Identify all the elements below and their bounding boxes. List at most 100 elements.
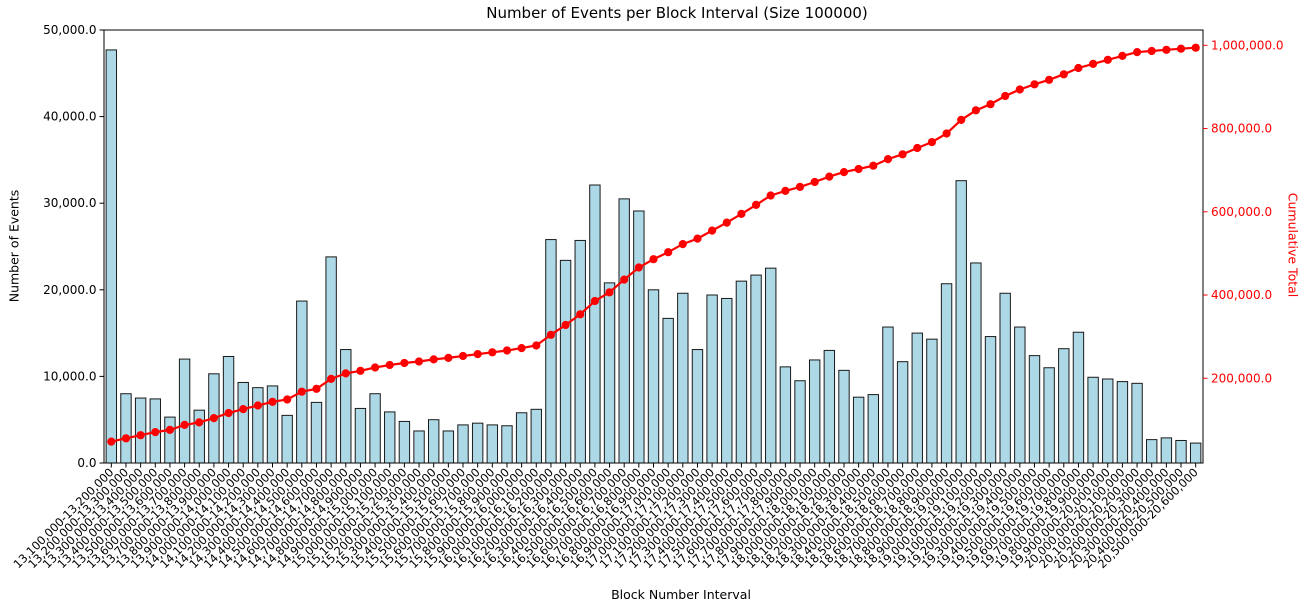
cumulative-point <box>1045 75 1054 84</box>
cumulative-point <box>825 172 834 181</box>
cumulative-point <box>722 218 731 227</box>
cumulative-point <box>1147 46 1156 56</box>
bar <box>559 259 572 464</box>
bar <box>1043 367 1055 464</box>
cumulative-point <box>1103 55 1112 64</box>
bar <box>574 239 586 464</box>
cumulative-point <box>1089 59 1098 68</box>
bar <box>296 300 308 464</box>
cumulative-point <box>664 248 673 257</box>
bar <box>735 280 748 464</box>
cumulative-point <box>1162 45 1171 54</box>
cumulative-point <box>312 384 321 393</box>
bar <box>515 412 528 464</box>
bar <box>237 381 249 464</box>
bar <box>325 256 337 464</box>
cumulative-point <box>1030 80 1039 89</box>
bar <box>1014 326 1026 464</box>
bar <box>193 409 205 464</box>
cumulative-point <box>371 363 380 372</box>
cumulative-point <box>1015 85 1024 94</box>
cumulative-point <box>165 425 174 434</box>
cumulative-point <box>532 341 541 350</box>
cumulative-point <box>942 129 951 138</box>
bar <box>779 366 792 464</box>
cumulative-point <box>561 320 570 330</box>
cumulative-point <box>927 138 937 147</box>
cumulative-point <box>1001 91 1010 101</box>
y-tick-label: 0.0 <box>77 456 96 470</box>
y2-tick-label: 200,000.0 <box>1211 371 1272 385</box>
cumulative-point <box>327 374 336 383</box>
y2-tick-label: 400,000.0 <box>1211 288 1272 302</box>
cumulative-point <box>898 150 907 159</box>
bar <box>1058 348 1070 464</box>
cumulative-point <box>151 428 160 437</box>
bar <box>1028 355 1041 464</box>
y-tick-label: 20,000.0 <box>43 283 96 297</box>
cumulative-point <box>678 240 687 249</box>
y2-tick-label: 1,000,000.0 <box>1211 38 1284 52</box>
cumulative-point <box>986 100 995 109</box>
cumulative-point <box>810 177 819 187</box>
cumulative-point <box>1191 43 1200 52</box>
bar <box>970 262 982 464</box>
bar <box>281 414 293 464</box>
y-tick-label: 30,000.0 <box>43 196 96 210</box>
cumulative-point <box>429 355 438 364</box>
cumulative-point <box>268 397 277 406</box>
bar <box>164 416 176 464</box>
cumulative-point <box>283 395 292 404</box>
cumulative-point <box>209 414 218 423</box>
cumulative-point <box>224 408 233 418</box>
cumulative-point <box>839 168 849 177</box>
bar <box>501 425 513 464</box>
cumulative-point <box>634 263 643 272</box>
cumulative-point <box>883 155 893 164</box>
cumulative-point <box>971 106 981 115</box>
cumulative-point <box>385 360 394 370</box>
cumulative-point <box>195 418 204 427</box>
bar <box>589 184 601 464</box>
bar <box>911 332 923 464</box>
cumulative-point <box>121 434 131 443</box>
cumulative-point <box>458 351 468 361</box>
bar <box>955 180 967 464</box>
bar <box>105 49 118 464</box>
bar <box>940 283 953 464</box>
cumulative-point <box>107 437 116 446</box>
bar <box>442 430 455 464</box>
x-axis-label: Block Number Interval <box>611 587 751 602</box>
bar <box>1175 439 1187 464</box>
bar <box>369 393 381 464</box>
cumulative-point <box>605 288 614 297</box>
y-tick-label: 40,000.0 <box>43 110 96 124</box>
cumulative-point <box>180 420 189 429</box>
bar <box>428 419 440 464</box>
chart-title: Number of Events per Block Interval (Siz… <box>486 4 868 22</box>
bar <box>1102 378 1114 464</box>
bar <box>647 289 660 464</box>
cumulative-point <box>752 200 761 209</box>
bar <box>457 424 469 464</box>
bar <box>882 326 894 464</box>
cumulative-point <box>620 275 629 284</box>
cumulative-point <box>766 191 775 200</box>
cumulative-point <box>297 387 306 396</box>
bar <box>823 349 836 464</box>
y-tick-label: 10,000.0 <box>43 369 96 383</box>
bar <box>691 349 704 464</box>
y2-tick-label: 600,000.0 <box>1211 205 1272 219</box>
cumulative-point <box>1176 44 1186 53</box>
bar <box>838 369 850 464</box>
cumulative-point <box>356 366 365 375</box>
bar <box>1087 376 1099 464</box>
cumulative-point <box>913 143 922 153</box>
cumulative-point <box>737 209 746 218</box>
cumulative-point <box>781 186 790 195</box>
cumulative-point <box>1118 51 1127 61</box>
cumulative-point <box>444 353 453 362</box>
cumulative-point <box>400 358 409 368</box>
